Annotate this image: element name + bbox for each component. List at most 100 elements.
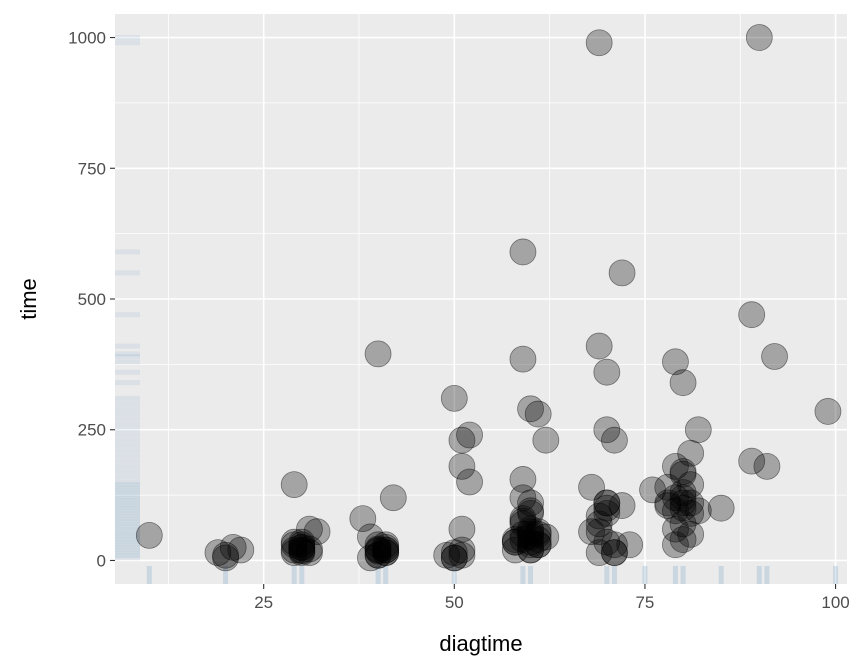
data-point bbox=[433, 541, 461, 569]
data-point bbox=[593, 494, 621, 522]
data-point bbox=[280, 528, 308, 556]
data-point bbox=[761, 343, 788, 370]
data-point bbox=[662, 484, 689, 512]
data-point bbox=[753, 452, 781, 480]
y-axis-title: time bbox=[16, 278, 41, 320]
data-point bbox=[501, 528, 529, 556]
data-point bbox=[593, 358, 621, 386]
x-axis: 25 50 75 100 bbox=[254, 584, 850, 612]
data-point bbox=[379, 484, 407, 512]
data-point bbox=[296, 539, 323, 567]
x-tick-label: 50 bbox=[445, 593, 464, 612]
y-tick-label: 250 bbox=[78, 421, 106, 440]
data-point bbox=[357, 544, 384, 572]
data-point bbox=[364, 541, 392, 569]
data-point bbox=[578, 518, 605, 546]
data-point bbox=[296, 535, 323, 563]
data-point bbox=[303, 518, 331, 546]
data-point bbox=[593, 500, 621, 527]
data-point bbox=[448, 426, 476, 454]
data-point bbox=[509, 466, 537, 493]
data-point bbox=[204, 539, 232, 567]
data-point bbox=[448, 452, 476, 480]
data-point bbox=[364, 536, 392, 564]
data-point bbox=[288, 537, 316, 565]
data-point bbox=[501, 526, 529, 553]
data-point bbox=[517, 518, 544, 546]
data-point bbox=[280, 536, 308, 564]
data-point bbox=[669, 494, 697, 522]
data-point bbox=[364, 340, 392, 368]
data-point bbox=[280, 539, 308, 567]
data-point bbox=[669, 458, 697, 485]
data-point bbox=[684, 497, 712, 525]
data-point bbox=[440, 544, 468, 572]
data-point bbox=[662, 452, 689, 480]
data-point bbox=[280, 471, 308, 499]
data-point bbox=[288, 533, 316, 561]
data-point bbox=[593, 489, 621, 517]
data-point bbox=[738, 447, 766, 475]
x-tick-label: 100 bbox=[821, 593, 849, 612]
y-tick-label: 0 bbox=[97, 551, 106, 570]
data-point bbox=[639, 476, 666, 504]
data-point bbox=[517, 536, 544, 564]
data-point bbox=[456, 421, 483, 449]
data-point bbox=[616, 531, 644, 559]
y-tick-label: 1000 bbox=[68, 29, 106, 48]
major-gridlines bbox=[115, 14, 847, 584]
data-point bbox=[524, 520, 552, 548]
data-point bbox=[745, 24, 773, 51]
data-point bbox=[517, 500, 544, 527]
data-point bbox=[524, 526, 552, 553]
y-axis: 0 250 500 750 1000 bbox=[68, 29, 115, 570]
x-tick-label: 75 bbox=[635, 593, 654, 612]
data-point bbox=[288, 531, 316, 559]
data-point bbox=[372, 539, 400, 567]
data-point bbox=[288, 539, 316, 567]
data-point bbox=[593, 489, 621, 517]
x-rug bbox=[146, 566, 839, 584]
data-points bbox=[135, 24, 842, 572]
data-point bbox=[524, 518, 552, 546]
data-point bbox=[669, 526, 697, 553]
data-point bbox=[509, 510, 537, 538]
data-point bbox=[585, 510, 613, 538]
data-point bbox=[440, 384, 468, 412]
data-point bbox=[227, 536, 255, 564]
data-point bbox=[219, 533, 247, 561]
data-point bbox=[669, 484, 697, 512]
data-point bbox=[509, 345, 537, 373]
data-point bbox=[364, 535, 392, 563]
data-point bbox=[448, 541, 476, 569]
data-point bbox=[593, 416, 621, 444]
data-point bbox=[669, 479, 697, 506]
data-point bbox=[524, 400, 552, 428]
data-point bbox=[677, 489, 705, 517]
data-point bbox=[517, 528, 544, 556]
data-point bbox=[364, 531, 392, 559]
data-point bbox=[501, 528, 529, 556]
data-point bbox=[509, 507, 537, 535]
data-point bbox=[372, 533, 400, 561]
data-point bbox=[585, 332, 613, 360]
data-point bbox=[364, 537, 392, 565]
data-point bbox=[532, 426, 560, 454]
data-point bbox=[440, 544, 468, 572]
data-point bbox=[212, 544, 239, 572]
data-point bbox=[738, 301, 766, 329]
data-point bbox=[372, 536, 400, 564]
data-point bbox=[662, 515, 689, 543]
data-point bbox=[677, 520, 705, 548]
y-tick-label: 500 bbox=[78, 290, 106, 309]
data-point bbox=[509, 526, 537, 553]
data-point bbox=[585, 518, 613, 546]
y-rug bbox=[115, 35, 140, 561]
x-tick-label: 25 bbox=[254, 593, 273, 612]
data-point bbox=[669, 369, 697, 397]
data-point bbox=[448, 515, 476, 543]
data-point bbox=[585, 29, 613, 57]
data-point bbox=[517, 523, 544, 551]
data-point bbox=[677, 500, 705, 527]
data-point bbox=[364, 541, 392, 569]
